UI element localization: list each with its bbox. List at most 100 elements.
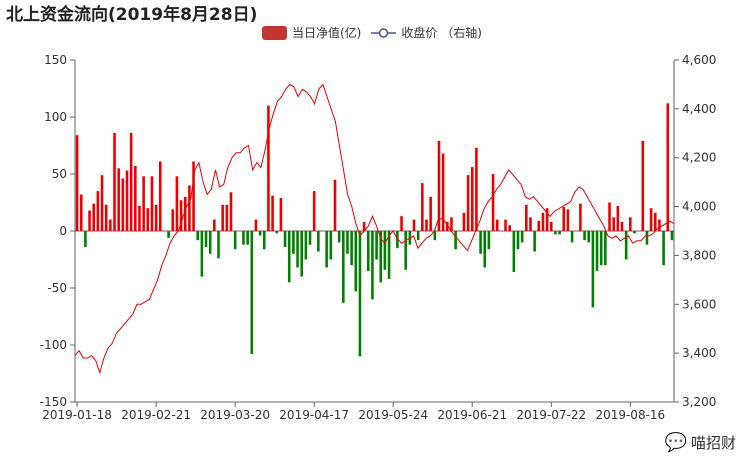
bar [487, 231, 491, 250]
y-right-tick-label: 3,800 [682, 248, 716, 262]
bar [250, 231, 254, 355]
bar [425, 219, 428, 231]
legend-line-swatch[interactable] [371, 26, 397, 40]
bar [213, 219, 216, 231]
bar [208, 231, 212, 254]
bar [146, 208, 150, 231]
bar [595, 231, 599, 271]
y-right-tick-label: 4,200 [682, 151, 716, 165]
y-right-tick-label: 4,400 [682, 102, 716, 116]
bar [246, 231, 249, 245]
bar [296, 231, 299, 268]
bar [491, 174, 495, 231]
bar [624, 231, 628, 260]
bar [371, 231, 374, 300]
y-left-tick-label: 50 [52, 167, 67, 181]
x-tick-label: 2019-07-22 [516, 408, 586, 422]
bar [337, 231, 341, 243]
bar [233, 231, 237, 250]
bar [84, 231, 87, 247]
bar [317, 231, 320, 252]
y-left-tick-label: -100 [40, 338, 67, 352]
bar [641, 140, 645, 231]
bar [279, 197, 283, 231]
bar [308, 231, 312, 245]
bar [229, 192, 233, 231]
bar [662, 231, 665, 266]
bar [200, 231, 204, 277]
bar [167, 231, 170, 238]
legend-bar-label[interactable]: 当日净值(亿) [292, 26, 362, 40]
bar [566, 209, 570, 231]
bar [470, 167, 474, 231]
bar [221, 204, 224, 231]
bar [109, 219, 112, 231]
y-left-tick-label: 150 [44, 53, 67, 67]
legend-bar-swatch[interactable] [262, 25, 287, 40]
bar [483, 231, 487, 268]
y-left-tick-label: -50 [47, 281, 67, 295]
bar [188, 185, 191, 231]
bar [429, 196, 432, 231]
y-right-tick-label: 4,600 [682, 53, 716, 67]
y-right-tick-label: 3,400 [682, 346, 716, 360]
legend[interactable]: 当日净值(亿) 收盘价 （右轴) [262, 24, 482, 41]
bar [304, 231, 308, 260]
wechat-icon: 💬 [664, 432, 687, 453]
x-tick-label: 2019-01-18 [42, 408, 112, 422]
bar [549, 221, 553, 231]
y-left-tick-label: 0 [59, 224, 67, 238]
legend-line-label[interactable]: 收盘价 （右轴) [401, 26, 482, 40]
bar [179, 200, 183, 231]
bar [579, 203, 582, 231]
bar [504, 219, 507, 231]
bar [649, 208, 653, 231]
bar [225, 204, 229, 231]
watermark-text: 喵招财 [690, 434, 736, 452]
bar [437, 140, 441, 231]
bar [358, 231, 362, 357]
bar [604, 231, 607, 266]
x-tick-label: 2019-04-17 [279, 408, 349, 422]
price-line [74, 83, 675, 375]
bar [591, 231, 595, 308]
bar [125, 170, 129, 231]
bar [525, 204, 528, 231]
bar [242, 231, 245, 245]
x-tick-label: 2019-06-21 [437, 408, 507, 422]
bar [96, 191, 100, 231]
bar [79, 194, 83, 231]
bar [100, 175, 104, 231]
bar [383, 231, 387, 270]
bar [287, 231, 291, 283]
x-tick-label: 2019-05-24 [358, 408, 428, 422]
bar [629, 217, 632, 231]
x-tick-label: 2019-03-20 [200, 408, 270, 422]
bar [608, 202, 611, 231]
bar [529, 217, 532, 231]
bar [450, 217, 453, 231]
bar [312, 191, 316, 231]
bar [396, 231, 399, 249]
y-right-tick-label: 4,000 [682, 200, 716, 214]
bar [117, 168, 120, 231]
y-right-tick-label: 3,600 [682, 297, 716, 311]
watermark: 💬 喵招财 [665, 432, 736, 453]
bar [75, 135, 79, 231]
bar [512, 231, 516, 273]
bar [150, 176, 154, 231]
y-left-tick-label: -150 [40, 395, 67, 409]
legend-line-icon [371, 27, 397, 38]
bar [283, 231, 287, 247]
bar [666, 103, 670, 231]
bar [375, 231, 378, 260]
bar [387, 231, 391, 279]
bar [325, 231, 328, 268]
bar [616, 205, 620, 231]
bar [612, 217, 615, 231]
bar [520, 231, 524, 243]
bar [508, 225, 511, 231]
bar [570, 231, 574, 243]
bar [158, 161, 162, 231]
